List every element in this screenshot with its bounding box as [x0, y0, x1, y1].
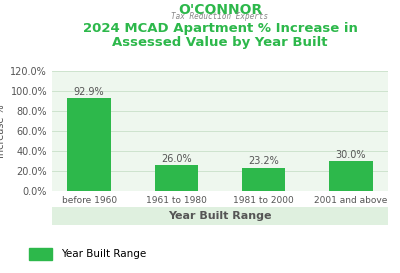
Bar — [67, 98, 111, 191]
Bar — [329, 161, 373, 191]
Y-axis label: Increase %: Increase % — [0, 104, 6, 158]
Text: 26.0%: 26.0% — [161, 154, 192, 164]
Text: O'CONNOR: O'CONNOR — [178, 3, 262, 17]
Bar — [242, 168, 286, 191]
Bar — [154, 165, 198, 191]
Text: Tax Reduction Experts: Tax Reduction Experts — [172, 12, 268, 21]
Text: 2024 MCAD Apartment % Increase in: 2024 MCAD Apartment % Increase in — [82, 22, 358, 35]
Text: 92.9%: 92.9% — [74, 87, 104, 97]
Text: 23.2%: 23.2% — [248, 156, 279, 166]
Text: Year Built Range: Year Built Range — [168, 211, 272, 221]
Text: Assessed Value by Year Built: Assessed Value by Year Built — [112, 36, 328, 49]
Text: 30.0%: 30.0% — [336, 150, 366, 159]
Legend: Year Built Range: Year Built Range — [25, 244, 150, 264]
